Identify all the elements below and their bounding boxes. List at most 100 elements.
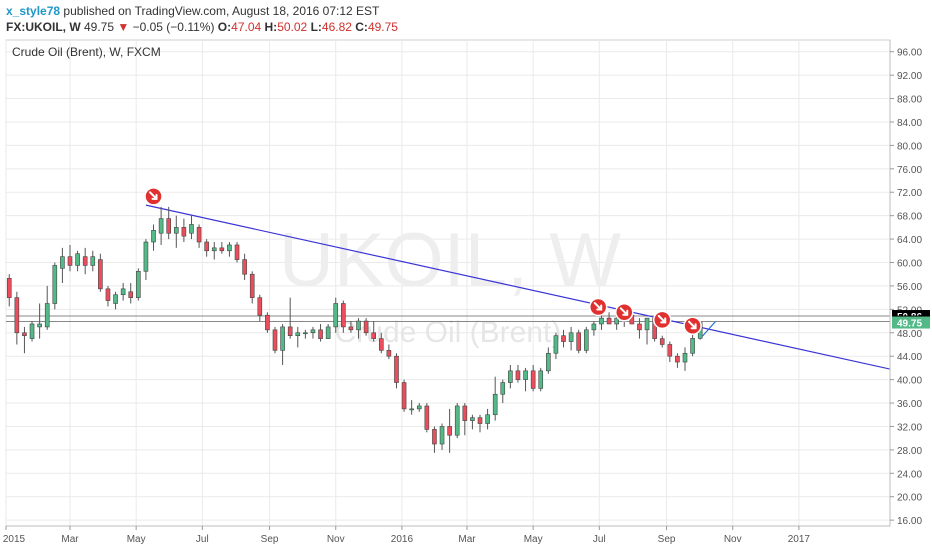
candle[interactable]: [60, 247, 65, 283]
author-link[interactable]: x_style78: [6, 4, 61, 18]
candle[interactable]: [325, 323, 331, 339]
candle[interactable]: [599, 315, 604, 330]
candle[interactable]: [614, 315, 619, 330]
candle[interactable]: [120, 283, 126, 301]
candle[interactable]: [447, 408, 452, 453]
candle[interactable]: [75, 250, 80, 272]
candle[interactable]: [576, 329, 582, 354]
candle[interactable]: [136, 268, 141, 301]
candle[interactable]: [14, 291, 20, 345]
candle[interactable]: [158, 206, 164, 245]
candle[interactable]: [295, 326, 301, 348]
high-value: 50.02: [277, 20, 308, 34]
candle[interactable]: [52, 262, 58, 310]
candle[interactable]: [318, 323, 323, 342]
candle-body: [158, 218, 164, 234]
candle[interactable]: [333, 297, 339, 333]
candle[interactable]: [204, 239, 209, 257]
candle[interactable]: [257, 294, 263, 322]
candle[interactable]: [409, 400, 414, 415]
candle[interactable]: [454, 403, 460, 439]
candle[interactable]: [523, 367, 528, 392]
candle[interactable]: [143, 239, 149, 281]
candle[interactable]: [477, 414, 483, 433]
candle[interactable]: [67, 244, 73, 272]
candle[interactable]: [363, 318, 369, 336]
candle[interactable]: [181, 218, 187, 243]
candle[interactable]: [606, 312, 612, 325]
candle[interactable]: [242, 253, 247, 281]
candle[interactable]: [591, 321, 597, 336]
symbol-label: FX:UKOIL, W: [6, 20, 81, 34]
price-chart[interactable]: UKOIL, W Crude Oil (Brent) Crude Oil (Bren…: [0, 36, 932, 550]
candle[interactable]: [151, 224, 156, 251]
candle[interactable]: [462, 403, 468, 436]
candle[interactable]: [189, 215, 194, 240]
candle[interactable]: [265, 312, 270, 333]
candle-body: [52, 265, 58, 304]
candle[interactable]: [82, 247, 88, 275]
x-tick-label: 2016: [391, 534, 414, 545]
candle[interactable]: [37, 303, 42, 339]
candle[interactable]: [424, 403, 430, 433]
candle[interactable]: [637, 318, 642, 339]
candle-body: [181, 227, 187, 237]
candle[interactable]: [98, 253, 103, 292]
candle[interactable]: [500, 379, 506, 404]
candle[interactable]: [690, 332, 695, 357]
candle[interactable]: [508, 364, 513, 389]
candle[interactable]: [22, 326, 27, 354]
trendline[interactable]: [145, 204, 891, 370]
candle[interactable]: [173, 215, 179, 248]
candle[interactable]: [470, 414, 475, 430]
candle[interactable]: [667, 341, 673, 363]
y-tick-label: 68.00: [897, 212, 922, 223]
candle[interactable]: [492, 376, 498, 421]
candle[interactable]: [378, 332, 384, 354]
candle[interactable]: [219, 242, 225, 254]
candle[interactable]: [659, 335, 665, 348]
candle-body: [637, 323, 642, 331]
candle[interactable]: [530, 364, 536, 392]
candle[interactable]: [546, 347, 551, 374]
candle[interactable]: [44, 285, 50, 330]
candle[interactable]: [439, 423, 445, 450]
candle[interactable]: [515, 364, 521, 383]
candle[interactable]: [348, 321, 354, 333]
candle[interactable]: [394, 353, 399, 389]
candle[interactable]: [341, 300, 346, 333]
candle[interactable]: [287, 297, 293, 339]
candle[interactable]: [416, 403, 422, 412]
candle[interactable]: [249, 271, 255, 304]
candle[interactable]: [113, 291, 118, 310]
candle[interactable]: [675, 353, 680, 368]
candle[interactable]: [105, 285, 111, 307]
candle[interactable]: [553, 332, 559, 360]
candle[interactable]: [303, 329, 308, 339]
candle[interactable]: [401, 379, 407, 412]
candle[interactable]: [272, 326, 278, 354]
candle[interactable]: [568, 326, 574, 351]
candle-body: [287, 326, 293, 336]
candle[interactable]: [356, 318, 361, 339]
candle[interactable]: [682, 347, 688, 371]
candle[interactable]: [196, 224, 202, 248]
candle[interactable]: [432, 426, 437, 453]
candle[interactable]: [485, 408, 490, 430]
candle[interactable]: [538, 367, 544, 392]
candle[interactable]: [583, 326, 589, 354]
candle[interactable]: [90, 250, 96, 272]
candle[interactable]: [29, 321, 35, 342]
candle[interactable]: [211, 242, 217, 260]
candle[interactable]: [280, 323, 285, 365]
candle[interactable]: [166, 206, 171, 240]
candle[interactable]: [371, 321, 377, 342]
candle[interactable]: [6, 274, 12, 307]
candle[interactable]: [386, 344, 392, 360]
candle[interactable]: [310, 326, 316, 339]
candle[interactable]: [644, 317, 650, 345]
candle[interactable]: [128, 283, 134, 304]
candle[interactable]: [227, 242, 232, 257]
candle[interactable]: [234, 242, 240, 263]
candle[interactable]: [561, 329, 566, 348]
